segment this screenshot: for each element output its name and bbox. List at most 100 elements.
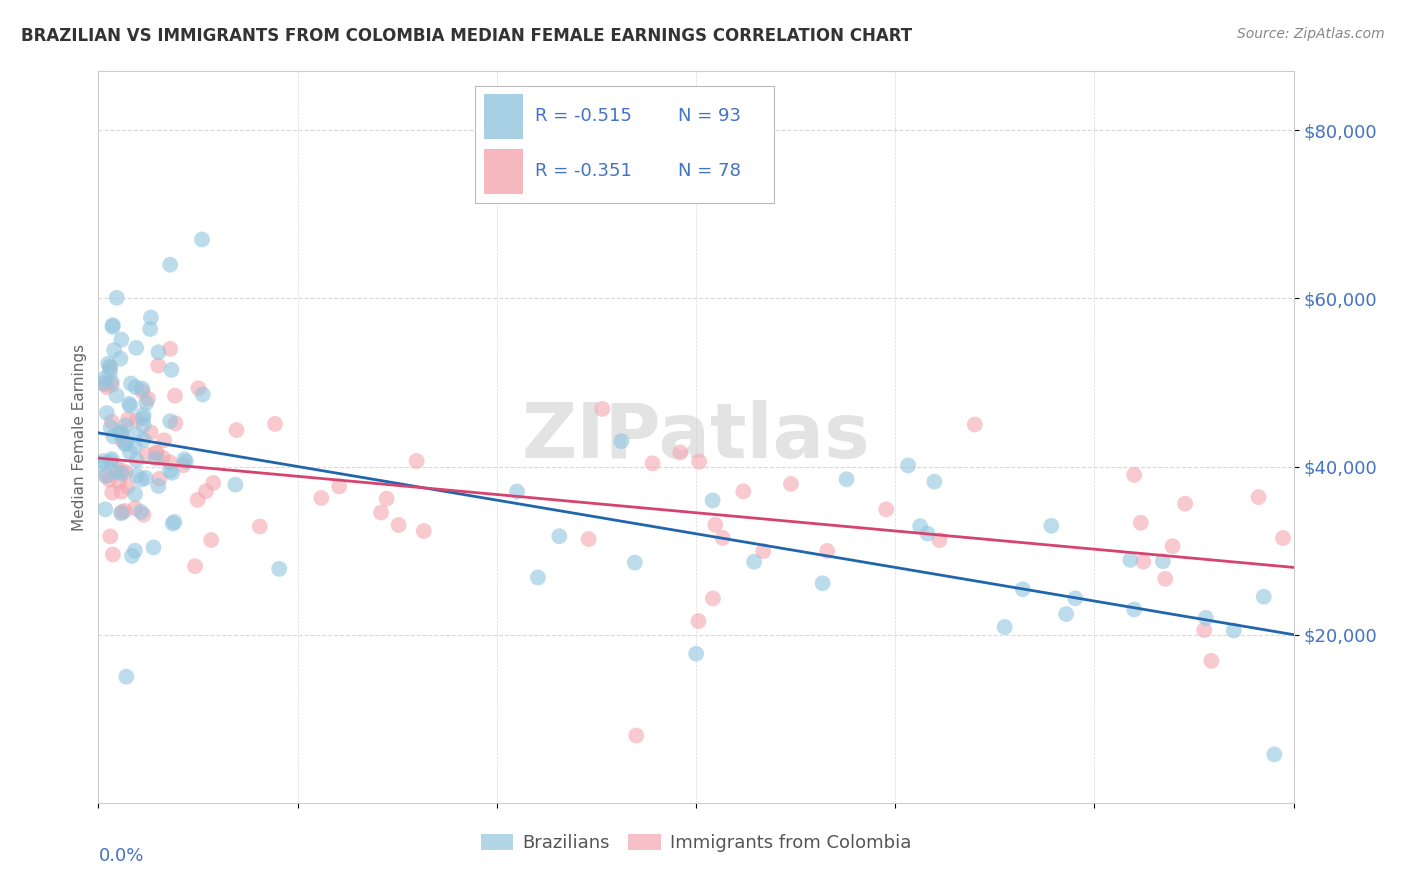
Point [704, 517, 727, 532]
Point [125, 453, 148, 467]
Point [103, 429, 125, 443]
Point [120, 376, 142, 391]
Text: Source: ZipAtlas.com: Source: ZipAtlas.com [1237, 27, 1385, 41]
Point [136, 392, 159, 406]
Point [97, 357, 120, 371]
Point [163, 389, 186, 403]
Point [145, 451, 167, 466]
Point [146, 446, 169, 460]
Point [200, 533, 222, 547]
Point [412, 524, 434, 538]
Point [131, 384, 153, 399]
Point [124, 543, 146, 558]
Point [742, 555, 765, 569]
Point [110, 333, 132, 347]
Point [94, 469, 117, 483]
Point [702, 493, 724, 508]
Point [669, 445, 692, 459]
Point [174, 455, 197, 469]
Point [100, 452, 122, 467]
Point [163, 515, 186, 529]
Legend: Brazilians, Immigrants from Colombia: Brazilians, Immigrants from Colombia [474, 827, 918, 860]
Point [1132, 555, 1154, 569]
Point [110, 506, 132, 520]
Point [101, 415, 124, 429]
Point [115, 670, 138, 684]
Point [90, 457, 112, 471]
Point [688, 614, 710, 628]
Point [111, 505, 134, 519]
Point [1272, 531, 1295, 545]
Point [688, 455, 710, 469]
Point [148, 345, 170, 359]
Point [98, 359, 121, 374]
Point [118, 397, 141, 411]
Point [184, 559, 207, 574]
Point [202, 475, 225, 490]
Point [114, 418, 136, 433]
Point [148, 359, 170, 373]
Point [100, 375, 122, 389]
Point [110, 351, 132, 366]
Point [114, 466, 136, 480]
Point [148, 472, 170, 486]
Point [1174, 497, 1197, 511]
Point [118, 445, 141, 459]
Point [111, 425, 134, 439]
Point [117, 412, 139, 426]
Point [388, 518, 411, 533]
Point [1123, 602, 1146, 616]
Point [194, 484, 217, 499]
Point [752, 544, 775, 558]
Point [159, 342, 181, 356]
Point [1054, 607, 1077, 621]
Point [132, 408, 155, 422]
Point [103, 343, 125, 357]
Point [153, 434, 176, 448]
Point [98, 473, 121, 487]
Point [908, 519, 931, 533]
Text: BRAZILIAN VS IMMIGRANTS FROM COLOMBIA MEDIAN FEMALE EARNINGS CORRELATION CHART: BRAZILIAN VS IMMIGRANTS FROM COLOMBIA ME… [21, 27, 912, 45]
Point [591, 401, 613, 416]
Point [191, 233, 214, 247]
Point [225, 423, 247, 437]
Point [132, 433, 155, 447]
Point [1247, 490, 1270, 504]
Point [139, 425, 162, 440]
Point [108, 425, 131, 440]
Point [100, 454, 122, 468]
Point [162, 466, 184, 480]
Point [924, 475, 946, 489]
Point [405, 454, 427, 468]
Point [733, 484, 755, 499]
Point [94, 502, 117, 516]
Point [111, 434, 134, 448]
Point [110, 426, 132, 441]
Point [1040, 518, 1063, 533]
Point [1154, 572, 1177, 586]
Point [96, 380, 118, 394]
Point [191, 387, 214, 401]
Point [101, 548, 124, 562]
Point [124, 487, 146, 501]
Point [129, 505, 152, 519]
Point [135, 471, 157, 485]
Point [98, 529, 121, 543]
Point [101, 318, 124, 333]
Point [1161, 539, 1184, 553]
Point [101, 319, 124, 334]
Point [162, 516, 184, 531]
Point [224, 477, 246, 491]
Point [139, 322, 162, 336]
Point [125, 341, 148, 355]
Y-axis label: Median Female Earnings: Median Female Earnings [72, 343, 87, 531]
Point [1253, 590, 1275, 604]
Point [815, 544, 838, 558]
Point [110, 484, 132, 499]
Point [311, 491, 333, 505]
Point [897, 458, 920, 473]
Point [139, 310, 162, 325]
Point [375, 491, 398, 506]
Point [249, 519, 271, 533]
Point [100, 378, 122, 392]
